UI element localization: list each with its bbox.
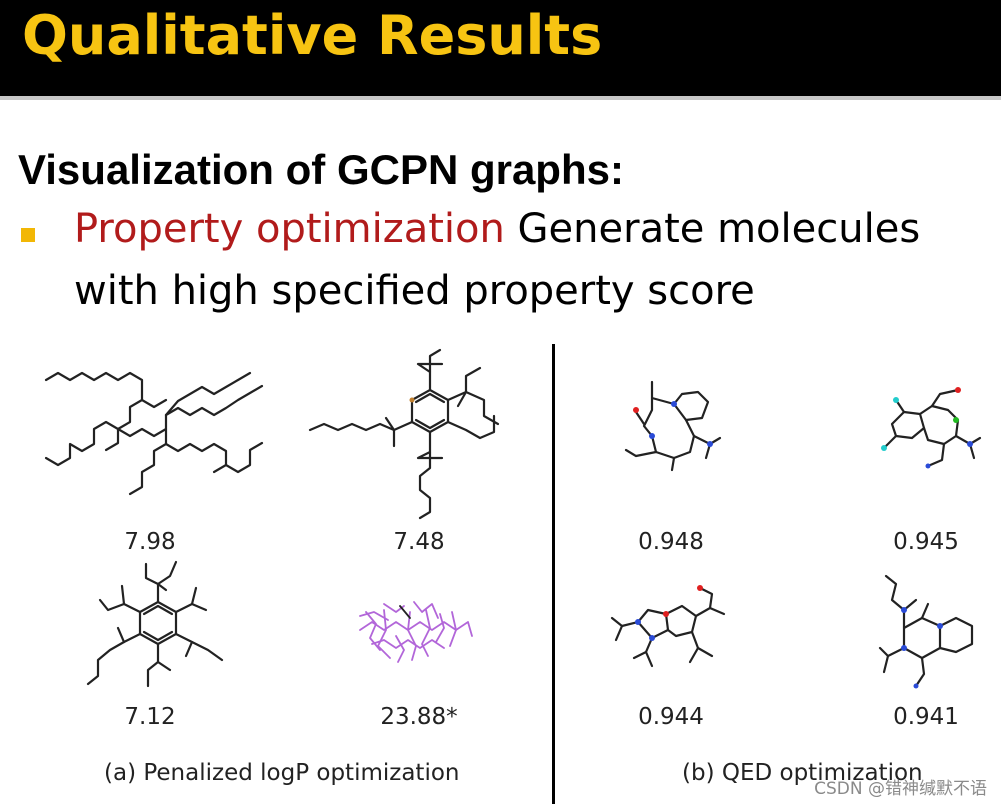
panel-divider [552,344,555,804]
score-label: 7.12 [124,704,176,730]
bullet-marker [21,228,35,242]
score-label: 0.941 [893,704,959,730]
molecule-qed-3 [610,586,726,668]
score-label: 0.944 [638,704,704,730]
molecule-logp-1 [44,371,264,496]
watermark: CSDN @错神缄默不语 [814,779,987,799]
title-bar: Qualitative Results [0,0,1001,96]
score-label: 7.98 [124,529,176,555]
molecule-logp-2 [308,348,500,520]
score-label: 7.48 [393,529,445,555]
score-label: 23.88* [380,704,458,730]
bullet-highlight: Property optimization [74,206,505,252]
slide-heading: Visualization of GCPN graphs: [18,146,624,193]
slide-title: Qualitative Results [22,4,603,67]
molecule-logp-4 [359,601,473,663]
molecule-qed-1 [624,380,722,472]
caption-left: (a) Penalized logP optimization [104,760,460,786]
caption-right: (b) QED optimization [682,760,923,786]
molecule-qed-4 [878,574,974,688]
title-divider [0,96,1001,100]
bullet-line-2: with high specified property score [74,268,755,314]
molecule-qed-2 [882,388,982,468]
bullet-text-1: Generate molecules [504,206,921,252]
bullet-line-1: Property optimization Generate molecules [74,206,920,252]
score-label: 0.948 [638,529,704,555]
molecule-logp-3 [86,560,224,688]
score-label: 0.945 [893,529,959,555]
